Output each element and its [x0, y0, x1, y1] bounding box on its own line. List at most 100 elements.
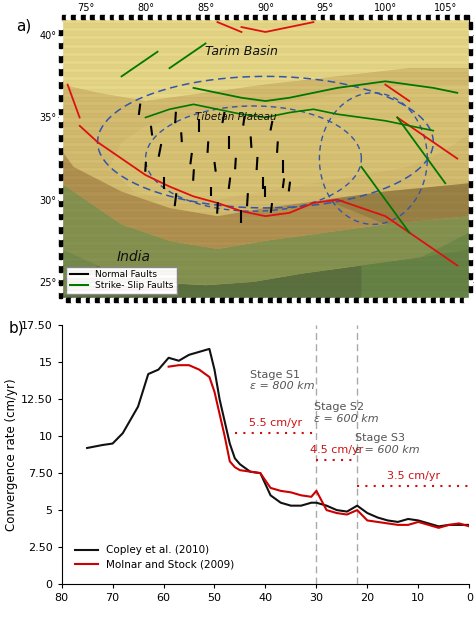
Bar	[316, 298, 320, 302]
Bar	[138, 15, 143, 19]
Bar	[469, 292, 472, 298]
Bar	[320, 15, 325, 19]
Bar	[349, 298, 354, 302]
Polygon shape	[62, 150, 469, 249]
Bar	[469, 200, 472, 206]
Bar	[105, 15, 109, 19]
Bar	[469, 193, 472, 200]
Bar	[62, 56, 469, 60]
Bar	[62, 64, 469, 68]
Bar	[100, 15, 105, 19]
Bar	[287, 298, 292, 302]
Bar	[469, 141, 472, 147]
Bar	[215, 298, 220, 302]
Bar	[186, 15, 191, 19]
Bar	[273, 15, 277, 19]
Bar	[292, 15, 297, 19]
Bar	[244, 15, 249, 19]
Bar	[59, 292, 62, 298]
Bar	[392, 298, 397, 302]
Bar	[95, 298, 100, 302]
Bar	[254, 298, 258, 302]
Bar	[62, 269, 469, 274]
Bar	[345, 298, 349, 302]
Bar	[124, 298, 129, 302]
Bar	[182, 15, 186, 19]
Bar	[196, 298, 201, 302]
Bar	[177, 298, 182, 302]
Bar	[469, 266, 472, 272]
Bar	[239, 15, 244, 19]
Text: India: India	[117, 250, 151, 264]
Bar	[431, 15, 436, 19]
Text: ε = 600 km: ε = 600 km	[355, 445, 419, 455]
Text: 5.5 cm/yr: 5.5 cm/yr	[249, 418, 302, 428]
Bar	[62, 105, 469, 109]
Bar	[59, 173, 62, 180]
Bar	[129, 15, 134, 19]
Bar	[66, 298, 71, 302]
Bar	[450, 298, 455, 302]
Bar	[469, 134, 472, 141]
Bar	[119, 15, 124, 19]
Bar	[59, 279, 62, 285]
Bar	[62, 48, 469, 51]
Bar	[426, 298, 431, 302]
Bar	[62, 245, 469, 249]
Bar	[206, 15, 210, 19]
Bar	[62, 138, 469, 142]
Bar	[114, 15, 119, 19]
Bar	[59, 154, 62, 160]
Bar	[119, 298, 124, 302]
Bar	[374, 15, 378, 19]
Bar	[392, 15, 397, 19]
Bar	[364, 298, 369, 302]
Bar	[105, 298, 109, 302]
Bar	[191, 15, 196, 19]
Bar	[469, 246, 472, 252]
Bar	[62, 146, 469, 150]
Bar	[469, 68, 472, 75]
Bar	[62, 286, 469, 290]
Bar	[282, 15, 287, 19]
Bar	[59, 147, 62, 154]
Bar	[412, 298, 417, 302]
Bar	[383, 298, 388, 302]
Bar	[412, 15, 417, 19]
Bar	[469, 180, 472, 187]
Bar	[402, 298, 407, 302]
Legend: Copley et al. (2010), Molnar and Stock (2009): Copley et al. (2010), Molnar and Stock (…	[71, 541, 239, 573]
Bar	[445, 15, 450, 19]
Bar	[460, 15, 465, 19]
Bar	[59, 101, 62, 107]
Bar	[316, 15, 320, 19]
Bar	[469, 219, 472, 226]
Bar	[469, 213, 472, 219]
Bar	[62, 122, 469, 126]
Bar	[397, 15, 402, 19]
Bar	[249, 15, 254, 19]
Bar	[109, 298, 114, 302]
Bar	[59, 272, 62, 279]
Bar	[206, 298, 210, 302]
Legend: Normal Faults, Strike- Slip Faults: Normal Faults, Strike- Slip Faults	[66, 267, 177, 294]
Bar	[62, 89, 469, 93]
Bar	[81, 15, 86, 19]
Polygon shape	[62, 19, 469, 101]
Bar	[59, 35, 62, 42]
Bar	[148, 298, 153, 302]
Bar	[417, 15, 421, 19]
Bar	[374, 298, 378, 302]
Bar	[469, 252, 472, 259]
Bar	[59, 48, 62, 55]
Bar	[162, 15, 167, 19]
Bar	[62, 229, 469, 232]
Text: 3.5 cm/yr: 3.5 cm/yr	[387, 471, 440, 481]
Polygon shape	[62, 183, 469, 298]
Bar	[59, 226, 62, 232]
Bar	[220, 298, 225, 302]
Bar	[311, 15, 316, 19]
Bar	[263, 298, 268, 302]
Bar	[421, 298, 426, 302]
Bar	[62, 31, 469, 35]
